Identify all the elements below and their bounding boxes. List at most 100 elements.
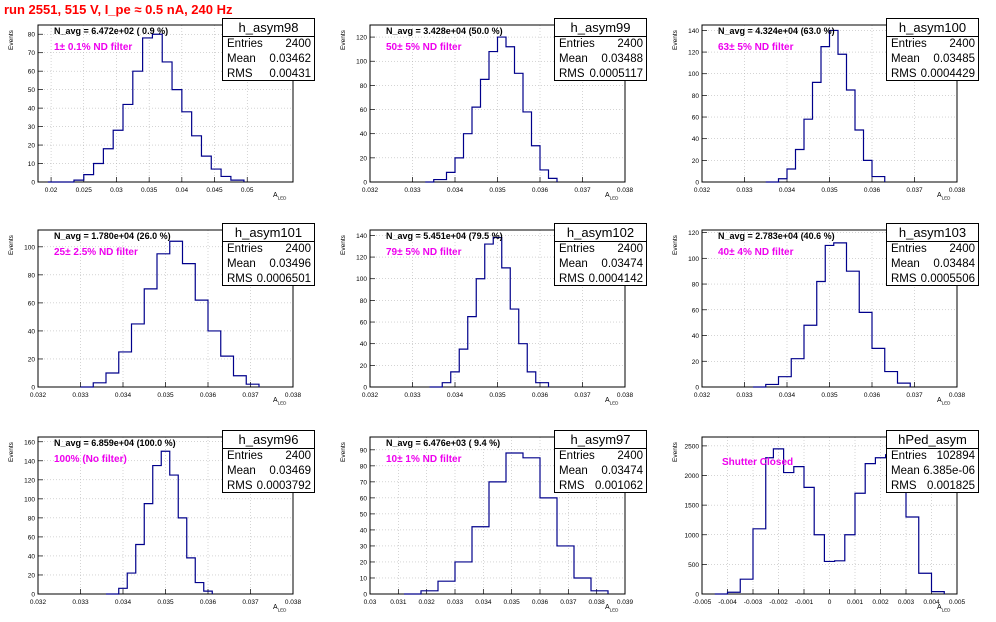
histogram-plot: -0.005 -0.004 -0.003 -0.002 -0.001 0 0.001 0.00… xyxy=(685,436,966,606)
y-tick-label: 120 xyxy=(24,477,35,484)
stats-label-entries: Entries xyxy=(559,38,595,50)
histogram-plot: 0.032 0.033 0.034 0.035 0.036 0.037 0.038 0 20 40… xyxy=(356,24,634,194)
x-tick-label: 0.035 xyxy=(489,187,506,194)
stats-value-rms: 0.0004429 xyxy=(920,68,975,80)
histogram-plot: 0.032 0.033 0.034 0.035 0.036 0.037 0.038 0 20 40… xyxy=(688,24,966,194)
stats-value-rms: 0.0004142 xyxy=(588,273,643,285)
x-tick-label: 0.033 xyxy=(736,187,753,194)
x-tick-label: 0.034 xyxy=(447,187,464,194)
histogram-name: h_asym96 xyxy=(223,431,314,449)
stats-row-mean: Mean 0.03474 xyxy=(555,464,646,479)
x-tick-label: 0.032 xyxy=(30,599,47,606)
x-tick-label: 0.036 xyxy=(200,392,217,399)
y-tick-label: 20 xyxy=(360,155,368,162)
histogram-plot: 0.032 0.033 0.034 0.035 0.036 0.037 0.038 0 20 40… xyxy=(688,229,966,399)
x-axis-title-sub: LED xyxy=(609,400,619,406)
stats-value-rms: 0.0005117 xyxy=(589,68,643,80)
stats-label-mean: Mean xyxy=(227,465,256,477)
x-axis-title-main: A xyxy=(273,192,278,199)
y-tick-label: 80 xyxy=(28,272,36,279)
x-axis-title-sub: LED xyxy=(609,195,619,201)
stats-row-mean: Mean 6.385e-06 xyxy=(887,464,978,479)
n-avg-label: N_avg = 3.428e+04 (50.0 %) xyxy=(386,26,503,36)
y-tick-label: 0 xyxy=(695,592,699,599)
y-tick-label: 60 xyxy=(360,107,368,114)
stats-row-rms: RMS 0.0005506 xyxy=(887,272,978,287)
x-tick-label: 0.038 xyxy=(949,187,966,194)
x-tick-label: 0.004 xyxy=(923,599,940,606)
stats-value-rms: 0.0003792 xyxy=(256,480,311,492)
stats-value-rms: 0.001825 xyxy=(927,480,975,492)
y-tick-label: 50 xyxy=(28,87,36,94)
y-tick-label: 20 xyxy=(360,559,368,566)
y-tick-label: 40 xyxy=(360,527,368,534)
stats-label-entries: Entries xyxy=(227,38,263,50)
stats-label-rms: RMS xyxy=(891,68,917,80)
n-avg-label: N_avg = 2.783e+04 (40.6 %) xyxy=(718,231,835,241)
x-tick-label: 0.032 xyxy=(694,392,711,399)
y-tick-label: 0 xyxy=(31,180,35,187)
x-axis-title: ALED xyxy=(937,397,950,405)
histogram-name: h_asym97 xyxy=(555,431,646,449)
y-tick-label: 140 xyxy=(688,28,699,35)
y-tick-label: 100 xyxy=(688,256,699,263)
y-tick-label: 10 xyxy=(360,575,368,582)
stats-box: h_asym103 Entries 2400 Mean 0.03484 RMS 0.0005… xyxy=(886,223,979,286)
histogram-pad-h_asym101: 0.032 0.033 0.034 0.035 0.036 0.037 0.038 0 20 40… xyxy=(0,223,330,415)
x-axis-title: ALED xyxy=(605,604,618,612)
histogram-name: h_asym99 xyxy=(555,19,646,37)
x-tick-label: 0.034 xyxy=(779,187,796,194)
histogram-line-h_asym99 xyxy=(425,36,558,183)
stats-label-rms: RMS xyxy=(891,480,917,492)
x-tick-label: 0.005 xyxy=(949,599,966,606)
y-tick-label: 2500 xyxy=(685,443,700,450)
x-tick-label: 0.037 xyxy=(906,187,923,194)
n-avg-label: N_avg = 5.451e+04 (79.5 %) xyxy=(386,231,503,241)
stats-value-mean: 0.03462 xyxy=(269,53,311,65)
x-tick-label: 0.033 xyxy=(447,599,464,606)
stats-value-mean: 0.03474 xyxy=(601,465,643,477)
histogram-line-h_asym103 xyxy=(753,242,911,388)
stats-row-rms: RMS 0.001825 xyxy=(887,479,978,494)
x-axis-title: ALED xyxy=(273,604,286,612)
x-tick-label: 0.003 xyxy=(898,599,915,606)
x-axis-title-main: A xyxy=(937,397,942,404)
y-tick-label: 80 xyxy=(360,298,368,305)
y-axis-title: Events xyxy=(8,235,15,255)
stats-label-entries: Entries xyxy=(891,243,927,255)
stats-value-entries: 102894 xyxy=(936,450,975,462)
stats-value-mean: 6.385e-06 xyxy=(923,465,975,477)
x-axis-title: ALED xyxy=(273,397,286,405)
stats-row-mean: Mean 0.03462 xyxy=(223,52,314,67)
n-avg-label: N_avg = 4.324e+04 (63.0 %) xyxy=(718,26,835,36)
x-tick-label: 0.036 xyxy=(200,599,217,606)
stats-row-mean: Mean 0.03484 xyxy=(887,257,978,272)
x-tick-label: 0.038 xyxy=(285,599,302,606)
histogram-line-h_asym100 xyxy=(765,29,886,183)
stats-row-entries: Entries 102894 xyxy=(887,449,978,464)
y-tick-label: 40 xyxy=(28,553,36,560)
stats-label-mean: Mean xyxy=(559,465,588,477)
n-avg-label: N_avg = 6.476e+03 ( 9.4 %) xyxy=(386,438,501,448)
x-tick-label: 0.033 xyxy=(404,392,421,399)
stats-value-entries: 2400 xyxy=(285,38,311,50)
plot-frame xyxy=(369,436,626,595)
y-tick-label: 70 xyxy=(28,50,36,57)
x-axis-title-sub: LED xyxy=(277,400,287,406)
stats-value-mean: 0.03474 xyxy=(601,258,643,270)
x-tick-label: 0.038 xyxy=(949,392,966,399)
x-axis-title-main: A xyxy=(605,604,610,611)
histogram-line-h_asym102 xyxy=(429,236,550,388)
x-tick-label: 0.001 xyxy=(847,599,864,606)
x-tick-label: 0.034 xyxy=(475,599,492,606)
y-tick-label: 80 xyxy=(360,83,368,90)
y-tick-label: 20 xyxy=(360,363,368,370)
y-tick-label: 120 xyxy=(688,50,699,57)
x-tick-label: 0.032 xyxy=(30,392,47,399)
stats-box: h_asym98 Entries 2400 Mean 0.03462 RMS 0.00431 xyxy=(222,18,315,81)
histogram-name: h_asym100 xyxy=(887,19,978,37)
x-axis-title-sub: LED xyxy=(941,400,951,406)
stats-value-mean: 0.03488 xyxy=(601,53,643,65)
y-tick-label: 90 xyxy=(360,447,368,454)
stats-label-rms: RMS xyxy=(227,68,253,80)
